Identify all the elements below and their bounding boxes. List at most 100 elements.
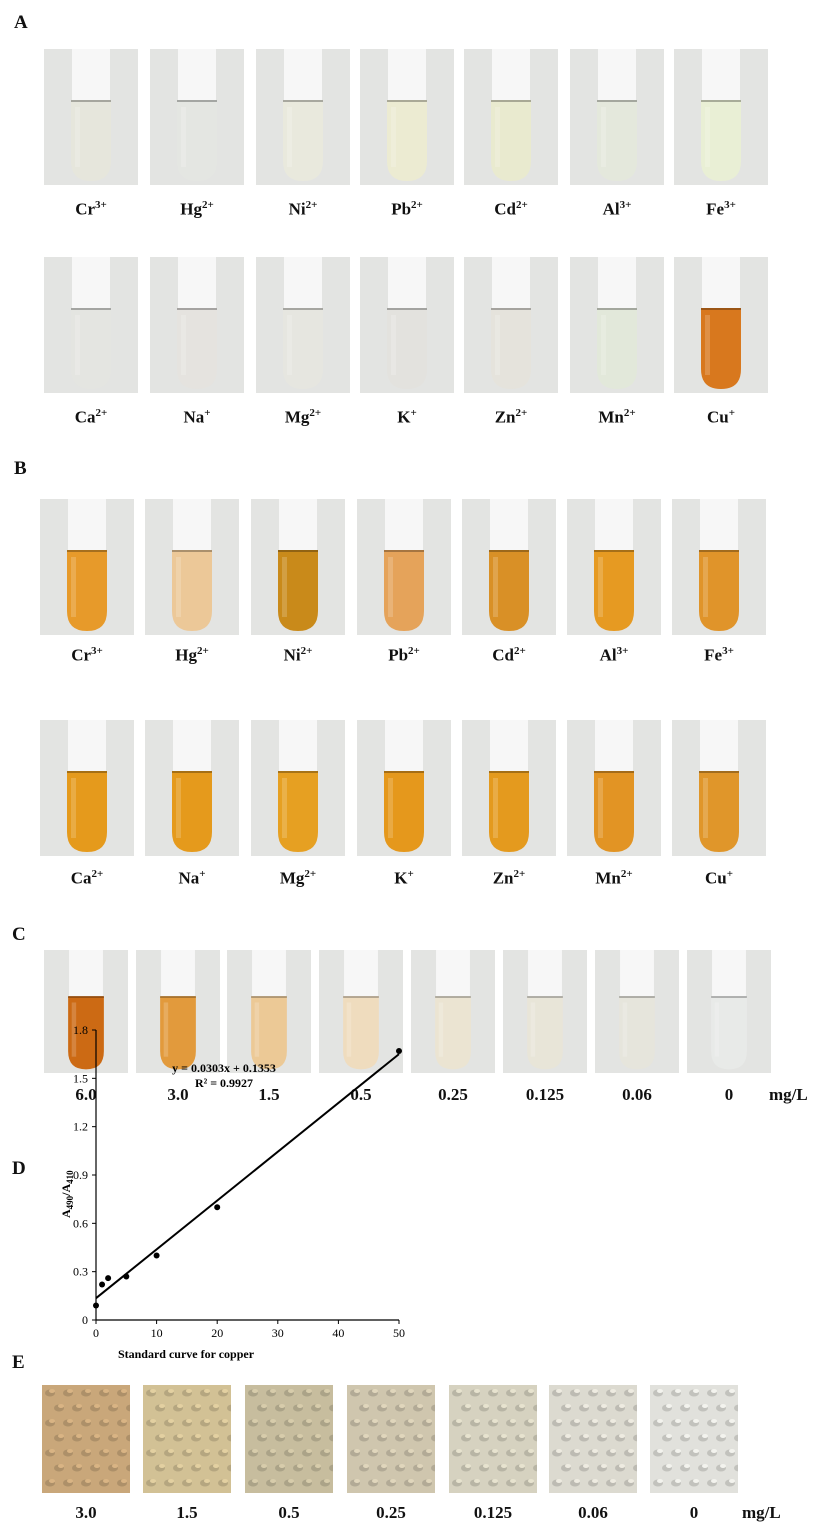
ion-label: Al3+ xyxy=(562,199,672,220)
test-tube xyxy=(360,49,454,185)
ion-symbol: Cd xyxy=(494,199,516,219)
ion-charge: 2+ xyxy=(309,407,322,419)
ion-symbol: Ni xyxy=(288,199,306,219)
ion-symbol: Na xyxy=(183,407,205,427)
test-tube xyxy=(672,720,766,856)
ion-label: K+ xyxy=(349,868,459,889)
ion-charge: 2+ xyxy=(305,199,318,211)
ion-label: Pb2+ xyxy=(349,645,459,666)
y-tick-label: 1.8 xyxy=(73,1023,88,1037)
ion-charge: + xyxy=(204,407,211,419)
test-tube xyxy=(40,720,134,856)
test-tube xyxy=(251,499,345,635)
ion-symbol: Al xyxy=(602,199,620,219)
test-tube xyxy=(462,720,556,856)
test-tube xyxy=(256,257,350,393)
test-tube xyxy=(570,49,664,185)
x-tick-label: 20 xyxy=(211,1326,223,1340)
test-tube xyxy=(595,950,679,1073)
x-axis-label: Standard curve for copper xyxy=(118,1347,255,1361)
ion-label: Ni2+ xyxy=(243,645,353,666)
test-tube xyxy=(319,950,403,1073)
concentration-label: 1.5 xyxy=(258,1085,280,1104)
ion-symbol: Zn xyxy=(494,407,516,427)
ion-label: Cd2+ xyxy=(454,645,564,666)
y-axis-label-part: 410 xyxy=(65,1170,75,1184)
ion-label: Ca2+ xyxy=(36,407,146,428)
test-tube xyxy=(136,950,220,1073)
test-tube xyxy=(357,499,451,635)
y-axis-label-part: A xyxy=(59,1209,73,1218)
x-tick-label: 30 xyxy=(272,1326,284,1340)
ion-symbol: Pb xyxy=(391,199,412,219)
ion-charge: 2+ xyxy=(300,645,313,657)
test-tube xyxy=(674,49,768,185)
y-tick-label: 1.2 xyxy=(73,1120,88,1134)
ion-symbol: Cu xyxy=(706,407,729,427)
x-tick-label: 40 xyxy=(332,1326,344,1340)
test-tube xyxy=(464,49,558,185)
ion-symbol: Pb xyxy=(388,645,409,665)
ion-charge: + xyxy=(199,868,206,880)
ion-symbol: Cr xyxy=(71,645,92,665)
ion-symbol: Cd xyxy=(492,645,514,665)
copper-standard-curve-chart: 0 10 20 30 40 50 0 0.3 0.6 0.9 1.2 1.5 1.8 Standard c… xyxy=(59,1023,405,1361)
ion-symbol: Mg xyxy=(284,407,310,427)
test-tube xyxy=(44,950,128,1073)
panel-label-b: B xyxy=(14,458,27,479)
ion-charge: + xyxy=(407,868,414,880)
ion-symbol: Hg xyxy=(180,199,202,219)
ion-symbol: Ca xyxy=(74,407,96,427)
panel-label-e: E xyxy=(12,1352,25,1373)
y-tick-label: 0.3 xyxy=(73,1265,88,1279)
ion-label: Fe3+ xyxy=(664,645,774,666)
concentration-label: 0.06 xyxy=(578,1503,608,1522)
ion-charge: 3+ xyxy=(724,199,736,211)
test-tube xyxy=(227,950,311,1073)
ion-label: Hg2+ xyxy=(142,199,252,220)
ion-label: Cu+ xyxy=(666,407,776,428)
ion-charge: 2+ xyxy=(513,645,526,657)
y-tick-label: 0.6 xyxy=(73,1216,88,1230)
ion-symbol: Fe xyxy=(706,199,725,219)
test-tube xyxy=(150,49,244,185)
unit-label: mg/L xyxy=(769,1085,808,1104)
y-tick-label: 0.9 xyxy=(73,1168,88,1182)
ion-label: Na+ xyxy=(142,407,252,428)
concentration-label: 0 xyxy=(689,1503,699,1522)
y-axis-label: A490/A410 xyxy=(59,1170,75,1218)
ion-charge: 3+ xyxy=(95,199,107,211)
test-paper xyxy=(449,1385,537,1493)
ion-label: Mn2+ xyxy=(562,407,672,428)
ion-charge: 2+ xyxy=(196,645,209,657)
data-point xyxy=(214,1204,221,1211)
concentration-label: 6.0 xyxy=(75,1085,97,1104)
ion-charge: 2+ xyxy=(201,199,214,211)
test-tube xyxy=(567,720,661,856)
unit-label: mg/L xyxy=(742,1503,781,1522)
x-tick-label: 10 xyxy=(151,1326,163,1340)
trendline xyxy=(95,1053,400,1299)
ion-charge: + xyxy=(726,868,733,880)
ion-symbol: Na xyxy=(178,868,200,888)
test-paper xyxy=(650,1385,738,1493)
panel-label-d: D xyxy=(12,1158,26,1179)
test-tube xyxy=(251,720,345,856)
test-tube xyxy=(674,257,768,393)
concentration-label: 0.25 xyxy=(376,1503,406,1522)
ion-charge: 3+ xyxy=(619,199,632,211)
test-tube xyxy=(570,257,664,393)
test-tube xyxy=(44,257,138,393)
x-tick-label: 0 xyxy=(93,1326,99,1340)
test-paper xyxy=(347,1385,435,1493)
data-point xyxy=(153,1252,160,1259)
ion-symbol: K xyxy=(394,868,408,888)
ion-label: K+ xyxy=(352,407,462,428)
ion-charge: 2+ xyxy=(91,868,104,880)
ion-symbol: Mn xyxy=(598,407,624,427)
ion-symbol: Mn xyxy=(595,868,621,888)
test-paper xyxy=(549,1385,637,1493)
data-point xyxy=(93,1302,99,1309)
concentration-label: 1.5 xyxy=(176,1503,198,1522)
concentration-label: 0 xyxy=(724,1085,734,1104)
